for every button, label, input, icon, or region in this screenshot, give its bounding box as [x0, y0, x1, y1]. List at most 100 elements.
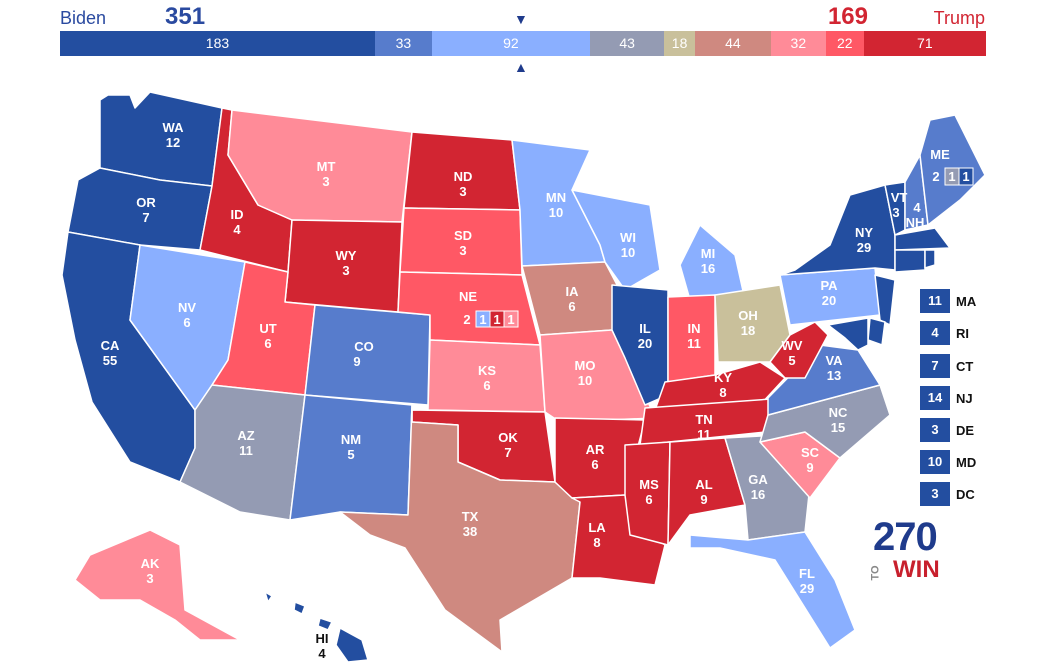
me-district-1-ev: 1 — [962, 169, 969, 184]
ri-ev-box[interactable]: 4 — [920, 321, 950, 345]
hi-ev: 4 — [318, 646, 326, 661]
ar-abbr: AR — [586, 442, 605, 457]
me-ev: 2 — [932, 169, 939, 184]
ma-abbr: MA — [956, 293, 977, 309]
state-ct[interactable] — [894, 249, 926, 273]
al-abbr: AL — [695, 477, 712, 492]
logo-270: 270 — [873, 515, 938, 559]
nj-ev-box[interactable]: 14 — [920, 386, 950, 410]
tn-ev: 11 — [697, 427, 711, 442]
il-abbr: IL — [639, 321, 651, 336]
ev-segment-lean-d[interactable]: 92 — [431, 31, 591, 56]
state-ms[interactable] — [624, 441, 671, 546]
trump-label: Trump — [933, 8, 985, 28]
ga-abbr: GA — [748, 472, 768, 487]
ev-segment-likely-d[interactable]: 33 — [374, 31, 432, 56]
state-il[interactable] — [611, 284, 669, 406]
ev-segment-lean-r[interactable]: 32 — [770, 31, 826, 56]
state-co[interactable] — [304, 304, 431, 406]
ky-abbr: KY — [714, 370, 732, 385]
ny-ev: 29 — [857, 240, 871, 255]
la-abbr: LA — [588, 520, 606, 535]
wi-ev: 10 — [621, 245, 635, 260]
wa-ev: 12 — [166, 135, 180, 150]
ev-segment-tilt-r[interactable]: 18 — [664, 31, 696, 56]
ne-district-1-ev: 1 — [479, 312, 486, 327]
state-fl[interactable] — [689, 531, 856, 649]
wy-ev: 3 — [342, 263, 349, 278]
ct-abbr: CT — [956, 358, 974, 374]
pa-abbr: PA — [820, 278, 838, 293]
small-state-nj[interactable]: 14 NJ — [920, 386, 973, 410]
md-ev-box[interactable]: 10 — [920, 450, 950, 474]
me-abbr: ME — [930, 147, 950, 162]
logo-to: TO — [869, 565, 882, 581]
me-district-1-box[interactable] — [958, 167, 974, 186]
electoral-vote-bar: 183 33 92 43 18 44 32 22 71 — [60, 31, 986, 56]
state-hi[interactable] — [264, 591, 369, 663]
ak-ev: 3 — [146, 571, 153, 586]
co-abbr: CO — [354, 339, 374, 354]
ct-ev-box[interactable]: 7 — [920, 354, 950, 378]
nc-ev: 15 — [831, 420, 845, 435]
tn-abbr: TN — [695, 412, 712, 427]
or-ev: 7 — [142, 210, 149, 225]
mn-ev: 10 — [549, 205, 563, 220]
small-state-de[interactable]: 3 DE — [920, 418, 974, 442]
co-ev: 9 — [353, 354, 360, 369]
small-state-ma[interactable]: 11 MA — [920, 289, 976, 313]
sd-ev: 3 — [459, 243, 466, 258]
state-ny[interactable] — [779, 184, 896, 276]
az-ev: 11 — [239, 443, 253, 458]
il-ev: 20 — [638, 336, 652, 351]
va-ev: 13 — [827, 368, 841, 383]
fl-abbr: FL — [799, 566, 815, 581]
state-ma[interactable] — [894, 227, 951, 251]
de-ev-box[interactable]: 3 — [920, 418, 950, 442]
wi-abbr: WI — [620, 230, 636, 245]
state-tx[interactable] — [339, 404, 581, 653]
la-ev: 8 — [593, 535, 600, 550]
or-abbr: OR — [136, 195, 156, 210]
ev-segment-safe-r[interactable]: 71 — [863, 31, 986, 56]
fl-ev: 29 — [800, 581, 814, 596]
in-ev: 11 — [687, 336, 701, 351]
ev-segment-safe-d[interactable]: 183 — [60, 31, 375, 56]
state-ak[interactable] — [74, 529, 241, 641]
nh-abbr: NH — [906, 215, 925, 230]
wv-abbr: WV — [782, 338, 803, 353]
ia-abbr: IA — [566, 284, 580, 299]
dc-ev-box[interactable]: 3 — [920, 482, 950, 506]
small-state-md[interactable]: 10 MD — [920, 450, 976, 474]
de-abbr: DE — [956, 422, 975, 438]
ev-segment-likely-r-light[interactable]: 44 — [695, 31, 771, 56]
state-al[interactable] — [667, 437, 746, 546]
small-state-dc[interactable]: 3 DC — [920, 482, 975, 506]
state-ri[interactable] — [924, 249, 936, 269]
sc-abbr: SC — [801, 445, 820, 460]
ne-district-3-box[interactable] — [503, 310, 519, 328]
ar-ev: 6 — [591, 457, 598, 472]
state-md[interactable] — [827, 317, 869, 351]
ca-abbr: CA — [101, 338, 120, 353]
mi-ev: 16 — [701, 261, 715, 276]
small-state-ct[interactable]: 7 CT — [920, 354, 973, 378]
ev-segment-tossup[interactable]: 43 — [590, 31, 665, 56]
state-wv[interactable] — [769, 321, 829, 379]
ia-ev: 6 — [568, 299, 575, 314]
small-state-ri[interactable]: 4 RI — [920, 321, 969, 345]
state-de[interactable] — [867, 317, 886, 346]
ev-segment-likely-r[interactable]: 22 — [825, 31, 864, 56]
ny-abbr: NY — [855, 225, 873, 240]
ma-ev-box[interactable]: 11 — [920, 289, 950, 313]
nh-ev: 4 — [913, 200, 921, 215]
ne-district-3-ev: 1 — [507, 312, 514, 327]
wy-abbr: WY — [336, 248, 357, 263]
mo-ev: 10 — [578, 373, 592, 388]
state-nj[interactable] — [874, 274, 896, 326]
nv-abbr: NV — [178, 300, 196, 315]
sc-ev: 9 — [806, 460, 813, 475]
ks-abbr: KS — [478, 363, 496, 378]
va-abbr: VA — [825, 353, 843, 368]
ok-abbr: OK — [498, 430, 518, 445]
